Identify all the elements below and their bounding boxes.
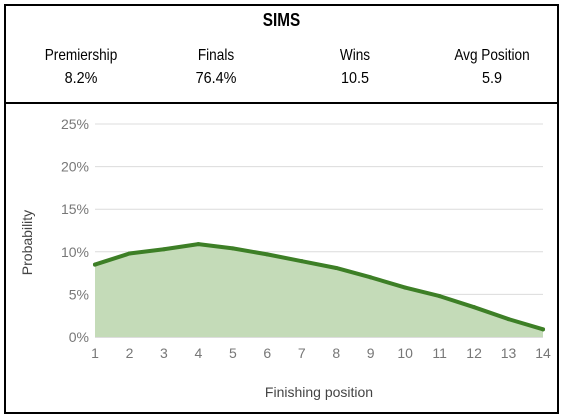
y-tick-label: 20% [61, 159, 89, 175]
data-point [403, 285, 408, 290]
y-tick-label: 25% [61, 116, 89, 132]
x-tick-label: 11 [432, 345, 447, 361]
stat-finals-value: 76.4% [195, 70, 237, 87]
data-point [334, 265, 339, 270]
x-tick-label: 9 [367, 345, 375, 361]
stat-premiership: Premiership 8.2% [16, 46, 146, 89]
x-tick-label: 4 [194, 345, 202, 361]
data-point [368, 275, 373, 280]
x-tick-label: 1 [91, 345, 99, 361]
y-axis-title: Probability [19, 210, 35, 275]
y-tick-label: 5% [69, 286, 89, 302]
x-axis-title: Finishing position [265, 384, 373, 400]
data-point [265, 252, 270, 257]
data-point [506, 317, 511, 322]
x-tick-label: 5 [229, 345, 237, 361]
stat-premiership-label: Premiership [44, 47, 118, 64]
x-tick-label: 14 [535, 345, 551, 361]
area-fill [95, 244, 543, 337]
stat-avg-position: Avg Position 5.9 [427, 46, 557, 89]
data-point [93, 262, 97, 267]
stat-avg-position-value: 5.9 [481, 70, 503, 87]
series-line [93, 242, 545, 332]
stat-premiership-value: 8.2% [64, 70, 98, 87]
y-tick-label: 10% [61, 244, 89, 260]
stat-wins-value: 10.5 [340, 70, 370, 87]
x-tick-label: 7 [298, 345, 306, 361]
stat-finals-label: Finals [197, 47, 235, 64]
data-point [161, 247, 166, 252]
x-tick-label: 6 [263, 345, 271, 361]
sims-card: SIMS Premiership 8.2% Finals 76.4% Wins … [4, 4, 559, 414]
data-point [127, 251, 132, 256]
card-title: SIMS [262, 10, 301, 30]
x-tick-label: 10 [397, 345, 413, 361]
probability-chart: 0%5%10%15%20%25%1 2 3 4 5 6 7 8 9 10 11 12 13 14Finis… [19, 116, 551, 400]
data-point [472, 305, 477, 310]
data-point [437, 294, 442, 299]
data-point [230, 246, 235, 251]
data-point [541, 327, 545, 332]
y-tick-label: 15% [61, 201, 89, 217]
x-tick-label: 2 [126, 345, 134, 361]
x-tick-label: 3 [160, 345, 168, 361]
x-tick-label: 13 [501, 345, 517, 361]
stats-header: SIMS Premiership 8.2% Finals 76.4% Wins … [6, 6, 557, 104]
stat-wins: Wins 10.5 [290, 46, 420, 89]
y-tick-label: 0% [69, 329, 89, 345]
stat-wins-label: Wins [339, 47, 371, 64]
x-tick-label: 12 [466, 345, 482, 361]
stat-avg-position-label: Avg Position [454, 47, 530, 64]
data-point [196, 242, 201, 247]
x-tick-label: 8 [332, 345, 340, 361]
stat-finals: Finals 76.4% [151, 46, 281, 89]
data-point [299, 259, 304, 264]
